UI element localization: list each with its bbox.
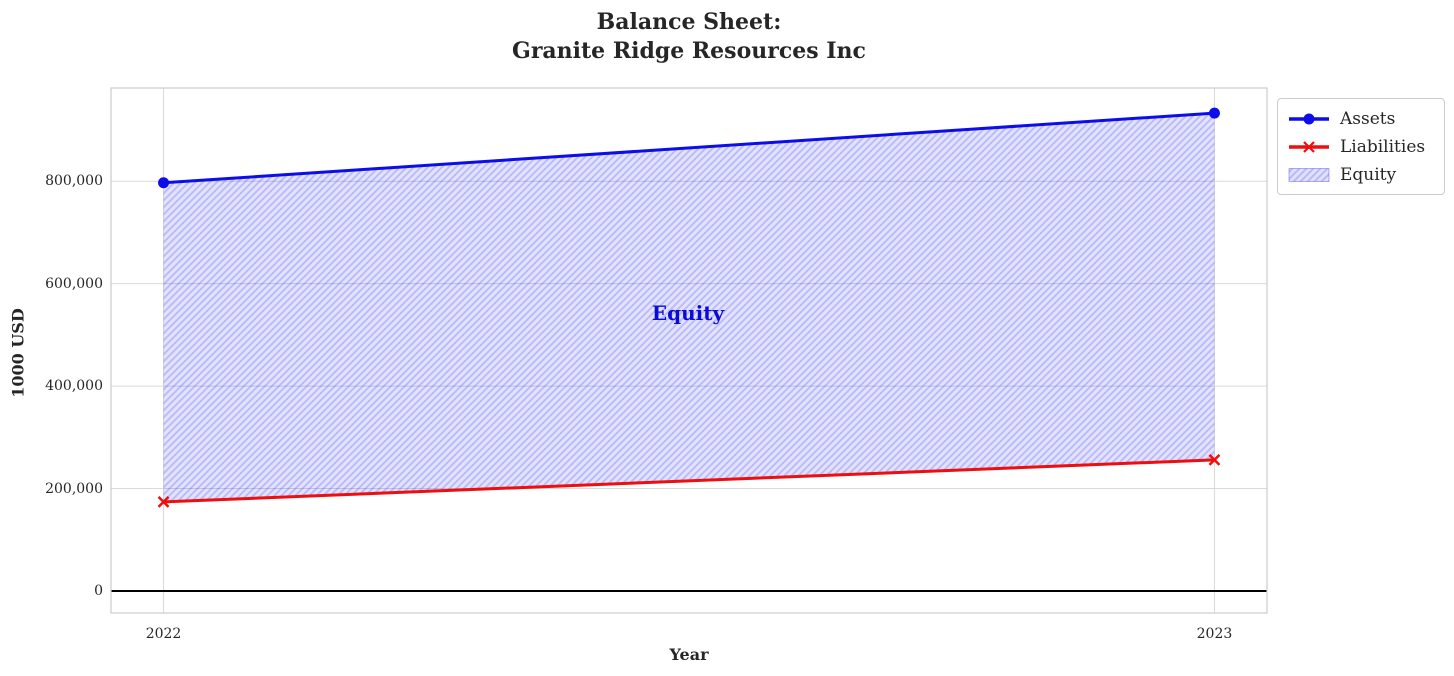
legend-item-equity: Equity (1287, 162, 1435, 187)
assets-line-icon (1289, 113, 1329, 124)
y-tick-label: 0 (94, 582, 103, 599)
x-tick-label: 2023 (1196, 626, 1233, 642)
y-tick-label: 800,000 (45, 173, 103, 190)
legend-item-liabilities: Liabilities (1287, 134, 1435, 159)
liabilities-marker (157, 495, 170, 508)
y-tick-label: 600,000 (45, 275, 103, 292)
x-axis-label: Year (669, 645, 709, 664)
legend: Assets Liabilities Equity (1277, 98, 1445, 195)
equity-swatch-icon (1288, 167, 1330, 182)
assets-marker (158, 177, 170, 189)
assets-marker (1208, 107, 1220, 119)
liabilities-line-icon (1289, 140, 1329, 153)
plot-frame (110, 87, 1268, 614)
y-tick-label: 200,000 (45, 480, 103, 497)
legend-item-assets: Assets (1287, 106, 1435, 131)
liabilities-line (163, 458, 1215, 504)
equity-area-hatch (163, 113, 1215, 502)
legend-label-liabilities: Liabilities (1340, 136, 1426, 157)
chart-title: Balance Sheet: Granite Ridge Resources I… (512, 9, 866, 64)
x-tick-label: 2022 (145, 626, 182, 642)
legend-label-assets: Assets (1340, 108, 1396, 129)
liabilities-marker (1208, 453, 1221, 466)
assets-line (163, 111, 1215, 185)
y-tick-label: 400,000 (45, 378, 103, 395)
equity-area-annotation: Equity (651, 301, 725, 325)
legend-label-equity: Equity (1340, 164, 1397, 185)
